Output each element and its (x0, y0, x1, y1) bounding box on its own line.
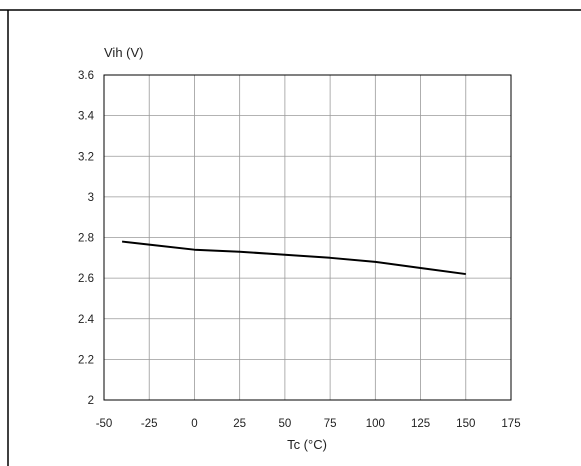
x-tick-label: -50 (96, 418, 113, 430)
y-tick-label: 3.6 (78, 70, 94, 82)
x-axis-ticks: -50 -25 0 25 50 75 100 125 150 175 (96, 418, 521, 430)
grid-lines (103, 74, 512, 401)
y-tick-label: 3.4 (78, 111, 95, 123)
x-tick-label: 0 (191, 418, 197, 430)
x-tick-label: 75 (324, 418, 337, 430)
x-axis-label: Tc (°C) (287, 437, 327, 452)
y-tick-label: 2.4 (78, 314, 95, 326)
series-line-0 (121, 240, 466, 276)
y-tick-label: 2.8 (78, 233, 94, 245)
x-tick-label: 25 (233, 418, 246, 430)
series-layer (121, 240, 466, 276)
x-tick-label: 125 (411, 418, 430, 430)
plot-area (103, 74, 512, 401)
y-tick-label: 3 (88, 192, 94, 204)
y-axis-label: Vih (V) (104, 45, 144, 60)
y-tick-label: 2.2 (78, 354, 94, 366)
x-tick-label: -25 (141, 418, 158, 430)
y-tick-label: 3.2 (78, 151, 94, 163)
x-tick-label: 175 (501, 418, 520, 430)
x-tick-label: 100 (366, 418, 385, 430)
x-tick-label: 150 (456, 418, 475, 430)
x-tick-label: 50 (278, 418, 291, 430)
y-tick-label: 2.6 (78, 273, 94, 285)
y-tick-label: 2 (88, 395, 94, 407)
y-axis-ticks: 2 2.2 2.4 2.6 2.8 3 3.2 3.4 3.6 (78, 70, 95, 407)
